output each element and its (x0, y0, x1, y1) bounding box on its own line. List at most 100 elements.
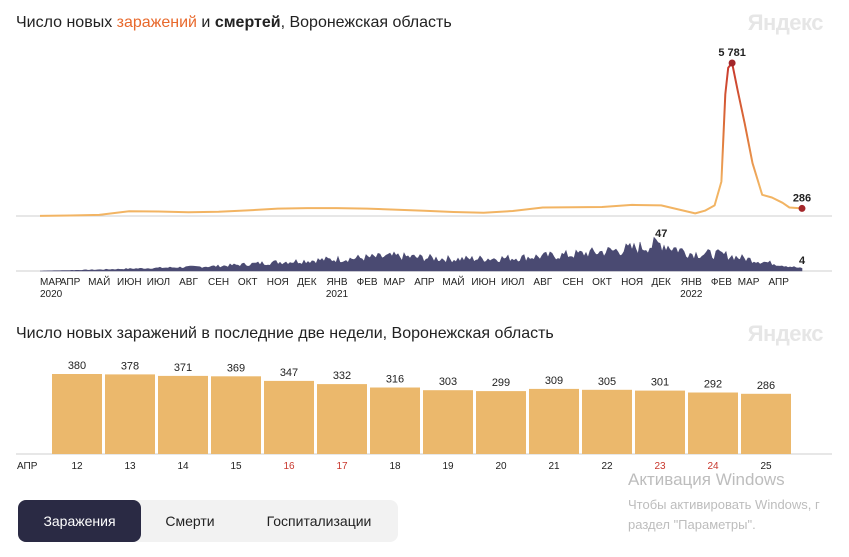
bar-value-label: 371 (174, 362, 192, 374)
bar-day-label: 18 (389, 461, 401, 472)
month-tick-label: ДЕК (297, 277, 316, 288)
bar-value-label: 332 (333, 370, 351, 382)
bar-value-label: 286 (757, 380, 775, 392)
bars-month-label: АПР (17, 461, 38, 472)
bar-day-label: 25 (760, 461, 772, 472)
month-tick-label: ОКТ (238, 277, 258, 288)
metric-tabs: Заражения Смерти Госпитализации (18, 500, 398, 542)
month-tick-label: ДЕК (652, 277, 671, 288)
tab-infections[interactable]: Заражения (18, 500, 141, 542)
month-tick-label: НОЯ (621, 277, 643, 288)
title-part3: , Воронежская область (280, 14, 452, 31)
month-tick-label: МАР (40, 277, 62, 288)
month-tick-label: ИЮЛ (501, 277, 524, 288)
month-tick-label: ИЮН (117, 277, 142, 288)
month-tick-label: ИЮЛ (147, 277, 170, 288)
bar-value-label: 299 (492, 377, 510, 389)
bar[interactable] (688, 392, 738, 455)
deaths-series-area (40, 236, 803, 272)
bar-day-label: 20 (495, 461, 507, 472)
deaths-last-label: 4 (799, 255, 806, 267)
month-tick-label: ФЕВ (357, 277, 378, 288)
bars-chart-title: Число новых заражений в последние две не… (16, 325, 554, 342)
yandex-logo: Яндекс (747, 10, 824, 35)
bar-value-label: 303 (439, 376, 457, 388)
year-tick-label: 2020 (40, 289, 63, 300)
cases-last-label: 286 (793, 192, 811, 204)
bar[interactable] (211, 376, 261, 454)
bar-value-label: 305 (598, 376, 616, 388)
bar-value-label: 301 (651, 377, 669, 389)
bar-day-label: 21 (548, 461, 560, 472)
windows-activation-line2: Чтобы активировать Windows, г (628, 497, 820, 512)
month-tick-label: АПР (768, 277, 789, 288)
cases-series-line (39, 62, 803, 217)
month-tick-label: МАР (738, 277, 760, 288)
month-tick-label: НОЯ (267, 277, 289, 288)
bar[interactable] (158, 375, 208, 454)
month-tick-label: ФЕВ (711, 277, 732, 288)
bar-value-label: 369 (227, 362, 245, 374)
bar-day-label: 24 (707, 461, 719, 472)
bar[interactable] (370, 387, 420, 455)
bar-day-label: 12 (71, 461, 83, 472)
month-tick-label: АВГ (179, 277, 198, 288)
bar-day-label: 13 (124, 461, 136, 472)
bar-day-label: 15 (230, 461, 242, 472)
deaths-peak-label: 47 (655, 228, 667, 240)
bar-day-label: 17 (336, 461, 348, 472)
bar-value-label: 292 (704, 379, 722, 391)
bar[interactable] (317, 384, 367, 454)
two-weeks-bar-chart: АПР 380123781337114369153471633217316183… (16, 360, 832, 472)
bar[interactable] (635, 390, 685, 454)
bar[interactable] (529, 388, 579, 454)
title-part2: и (196, 14, 215, 31)
bar-day-label: 19 (442, 461, 454, 472)
month-tick-label: АПР (414, 277, 435, 288)
cases-last-point (798, 204, 806, 212)
bar[interactable] (741, 393, 791, 454)
bar[interactable] (52, 374, 102, 454)
bar-day-label: 14 (177, 461, 189, 472)
month-tick-label: ЯНВ (326, 277, 347, 288)
bar-value-label: 380 (68, 360, 86, 372)
month-tick-label: МАЙ (442, 275, 464, 288)
month-tick-label: АВГ (533, 277, 552, 288)
bar-value-label: 316 (386, 374, 404, 386)
bar[interactable] (423, 390, 473, 454)
title-infections: заражений (116, 14, 197, 31)
cases-peak-point (728, 59, 736, 67)
yandex-logo-2: Яндекс (747, 321, 824, 346)
month-tick-label: ЯНВ (681, 277, 702, 288)
tab-hospitalizations[interactable]: Госпитализации (266, 513, 372, 529)
cases-peak-label: 5 781 (718, 47, 746, 59)
year-tick-label: 2022 (680, 289, 703, 300)
bar-day-label: 22 (601, 461, 613, 472)
month-tick-label: АПР (60, 277, 81, 288)
month-tick-label: МАЙ (88, 275, 110, 288)
bar-value-label: 309 (545, 375, 563, 387)
month-tick-label: ИЮН (471, 277, 496, 288)
month-tick-label: ОКТ (592, 277, 612, 288)
bar-value-label: 347 (280, 367, 298, 379)
bar[interactable] (264, 380, 314, 454)
bar[interactable] (105, 374, 155, 454)
title-deaths: смертей (214, 14, 281, 31)
title-part1: Число новых (16, 14, 117, 31)
bar-day-label: 23 (654, 461, 666, 472)
bar[interactable] (476, 391, 526, 454)
windows-activation-title: Активация Windows (628, 470, 785, 489)
month-tick-label: СЕН (208, 277, 229, 288)
bar-value-label: 378 (121, 360, 139, 372)
month-tick-label: МАР (383, 277, 405, 288)
year-tick-label: 2021 (326, 289, 349, 300)
bar[interactable] (582, 389, 632, 454)
main-chart-title: Число новых заражений и смертей, Воронеж… (16, 14, 452, 32)
bar-day-label: 16 (283, 461, 295, 472)
tab-deaths[interactable]: Смерти (165, 513, 215, 529)
month-tick-label: СЕН (562, 277, 583, 288)
windows-activation-line3: раздел "Параметры". (628, 517, 756, 532)
bars-group: 380 12 378 13 371 14 369 15 347 16 332 17 316 18 303 19… (52, 360, 791, 472)
